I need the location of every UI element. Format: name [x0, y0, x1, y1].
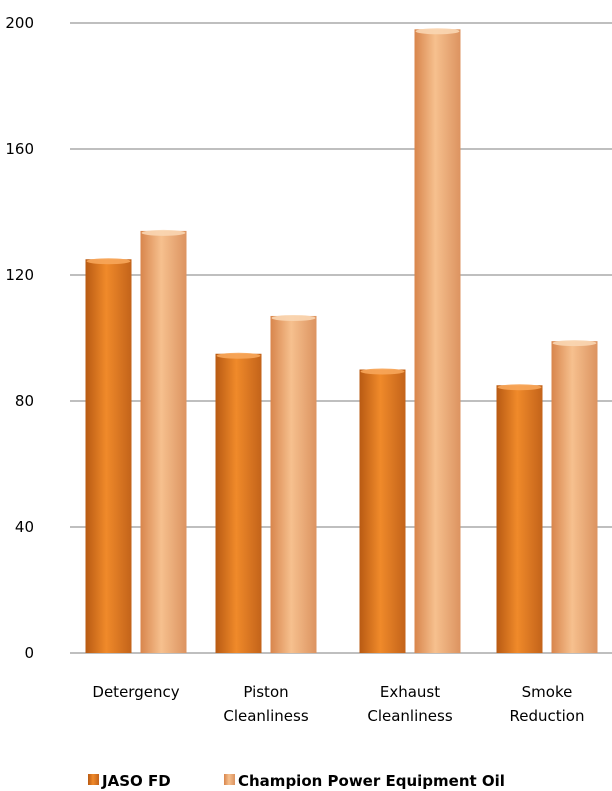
- y-tick-label: 40: [15, 518, 34, 536]
- y-tick-label: 0: [24, 644, 34, 662]
- bar-champion-1: [270, 314, 317, 653]
- y-tick-label: 80: [15, 392, 34, 410]
- bar-top-cap: [271, 314, 316, 321]
- bar-champion-2: [414, 28, 461, 654]
- bar-champion-3: [551, 340, 598, 653]
- legend-item: JASO FD: [88, 772, 171, 790]
- x-category-label: Detergency: [92, 683, 179, 701]
- bar: [270, 315, 317, 653]
- legend-label: Champion Power Equipment Oil: [238, 772, 505, 790]
- bar-jaso-fd-0: [85, 258, 132, 653]
- bar: [359, 369, 406, 653]
- bar: [85, 259, 132, 653]
- bar-top-cap: [415, 28, 460, 35]
- bar-jaso-fd-1: [215, 352, 262, 653]
- legend-label: JASO FD: [101, 772, 171, 790]
- y-tick-label: 120: [5, 266, 34, 284]
- bar-top-cap: [86, 258, 131, 265]
- x-category-label: Piston Cleanliness: [223, 683, 308, 725]
- x-axis: Detergency Piston Cleanliness Exhaust Cleanl…: [92, 683, 584, 725]
- legend-swatch: [224, 774, 235, 785]
- x-category-label: Smoke Reduction: [510, 683, 585, 725]
- bar-top-cap: [497, 384, 542, 391]
- bar: [215, 353, 262, 653]
- y-tick-label: 200: [5, 14, 34, 32]
- legend: JASO FD Champion Power Equipment Oil: [88, 772, 505, 790]
- legend-item: Champion Power Equipment Oil: [224, 772, 505, 790]
- bar: [551, 341, 598, 653]
- bar: [140, 230, 187, 653]
- y-axis: 0 40 80 120 160 200: [5, 14, 34, 662]
- bar-champion-0: [140, 229, 187, 653]
- bar-top-cap: [141, 229, 186, 236]
- bar: [496, 385, 543, 653]
- bar: [414, 29, 461, 654]
- bar-top-cap: [216, 352, 261, 359]
- bar-top-cap: [552, 340, 597, 347]
- bar-jaso-fd-2: [359, 368, 406, 653]
- legend-swatch: [88, 774, 99, 785]
- bars: [85, 28, 598, 654]
- y-tick-label: 160: [5, 140, 34, 158]
- x-category-label: Exhaust Cleanliness: [367, 683, 452, 725]
- bar-jaso-fd-3: [496, 384, 543, 653]
- bar-top-cap: [360, 368, 405, 375]
